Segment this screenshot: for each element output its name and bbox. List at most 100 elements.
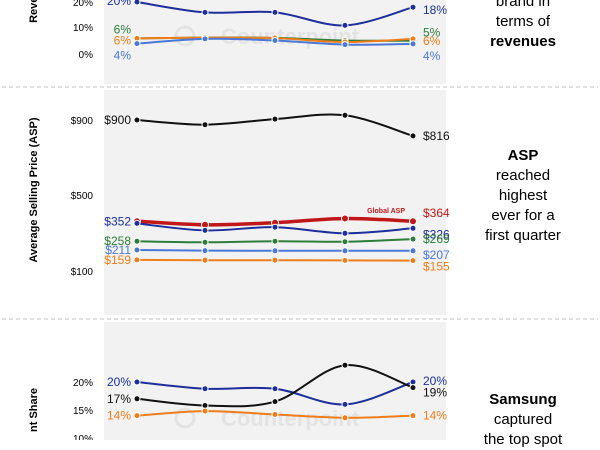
- side-text-revenue-line2: terms of: [495, 13, 551, 30]
- end-data-label: 4%: [423, 49, 441, 63]
- data-point: [133, 219, 141, 227]
- data-point: [133, 0, 141, 6]
- data-point: [201, 256, 209, 264]
- side-text-asp-line3: highest: [498, 187, 548, 204]
- data-point: [271, 223, 279, 231]
- data-point: [271, 8, 279, 16]
- data-point: [271, 115, 279, 123]
- plot-area-share: [104, 322, 446, 440]
- watermark-logo-icon: [174, 25, 196, 47]
- side-text-share-line1: Samsung: [489, 391, 557, 408]
- data-point: [341, 256, 349, 264]
- data-point: [201, 238, 209, 246]
- data-point: [271, 411, 279, 418]
- data-point: [341, 238, 349, 246]
- y-tick-label: $900: [71, 116, 94, 127]
- end-data-label: $155: [423, 260, 450, 274]
- start-data-label: 20%: [107, 375, 131, 389]
- start-data-label: 6%: [114, 22, 132, 36]
- data-point: [341, 111, 349, 119]
- data-point: [409, 384, 417, 392]
- series-annotation: Global ASP: [367, 208, 405, 215]
- y-axis-label-asp: Average Selling Price (ASP): [28, 117, 40, 262]
- data-point: [409, 3, 417, 11]
- data-point: [341, 400, 349, 408]
- side-text-revenue-line1: brand in: [495, 0, 551, 10]
- plot-area-asp: [104, 90, 446, 315]
- side-text-asp-line5: first quarter: [485, 227, 561, 244]
- y-axis-label-revenue: Revenue: [28, 0, 40, 23]
- data-point: [201, 35, 209, 43]
- side-text-asp-line2: reached: [495, 167, 551, 184]
- data-point: [341, 247, 349, 255]
- data-point: [133, 116, 141, 124]
- end-data-label: $816: [423, 129, 450, 143]
- y-tick-label: 15%: [73, 406, 93, 417]
- end-data-label: 18%: [423, 3, 447, 17]
- data-point: [271, 237, 279, 245]
- data-point: [409, 412, 417, 420]
- side-text-asp-line1: ASP: [507, 147, 539, 164]
- data-point: [133, 378, 141, 386]
- start-data-label: 14%: [107, 409, 131, 423]
- side-text-revenue-line3: revenues: [490, 33, 556, 50]
- data-point: [409, 132, 417, 140]
- side-text-share: Samsung captured the top spot: [458, 390, 588, 450]
- data-point: [201, 226, 209, 234]
- side-text-revenue: brand in terms of revenues: [458, 0, 588, 52]
- data-point: [201, 8, 209, 16]
- start-data-label: $258: [104, 234, 131, 248]
- data-point: [133, 237, 141, 245]
- data-point: [341, 214, 349, 223]
- y-tick-label: 20%: [73, 0, 93, 9]
- start-data-label: $352: [104, 214, 131, 228]
- end-data-label: $207: [423, 248, 450, 262]
- start-data-label: 17%: [107, 392, 131, 406]
- data-point: [409, 257, 417, 265]
- end-data-label: $326: [423, 227, 450, 241]
- side-text-asp-line4: ever for a: [491, 207, 555, 224]
- data-point: [133, 246, 141, 254]
- data-point: [201, 121, 209, 129]
- chart-canvas: 20% 10% 0% $900 $500 $100 20% 15% 10% Revenue Ave…: [2, 0, 598, 440]
- y-tick-label: $100: [71, 267, 94, 278]
- start-data-label: $211: [105, 243, 131, 257]
- data-point: [409, 217, 417, 226]
- y-axis-label-share: nt Share: [28, 388, 40, 432]
- y-tick-label: 20%: [73, 378, 93, 389]
- data-point: [271, 37, 279, 44]
- data-point: [133, 40, 141, 48]
- data-point: [133, 395, 141, 403]
- data-point: [271, 256, 279, 264]
- start-data-label: $900: [104, 113, 131, 127]
- start-data-label: $159: [104, 253, 131, 267]
- data-point: [201, 385, 209, 393]
- data-point: [201, 407, 209, 415]
- end-data-label: $364: [423, 206, 450, 220]
- end-data-label: 19%: [423, 386, 447, 400]
- end-data-label: 6%: [423, 34, 441, 48]
- y-tick-label: 0%: [79, 50, 94, 61]
- data-point: [409, 224, 417, 232]
- data-point: [271, 385, 279, 393]
- data-point: [341, 229, 349, 237]
- data-point: [133, 256, 141, 264]
- side-text-share-line3: the top spot: [483, 431, 563, 448]
- data-point: [271, 398, 279, 406]
- start-data-label: 6%: [114, 33, 132, 47]
- start-data-label: 20%: [107, 0, 131, 8]
- y-tick-label: 10%: [73, 434, 93, 440]
- data-point: [409, 40, 417, 48]
- data-point: [133, 412, 141, 420]
- data-point: [341, 361, 349, 369]
- end-data-label: 5%: [423, 26, 441, 40]
- y-tick-label: 10%: [73, 23, 93, 34]
- end-data-label: 20%: [423, 374, 447, 388]
- side-text-asp: ASP reached highest ever for a first qua…: [458, 146, 588, 246]
- start-data-label: 4%: [114, 49, 132, 63]
- data-point: [409, 247, 417, 255]
- watermark-logo-icon: [174, 407, 196, 429]
- data-point: [201, 247, 209, 255]
- end-data-label: $269: [423, 232, 450, 246]
- data-point: [341, 414, 349, 422]
